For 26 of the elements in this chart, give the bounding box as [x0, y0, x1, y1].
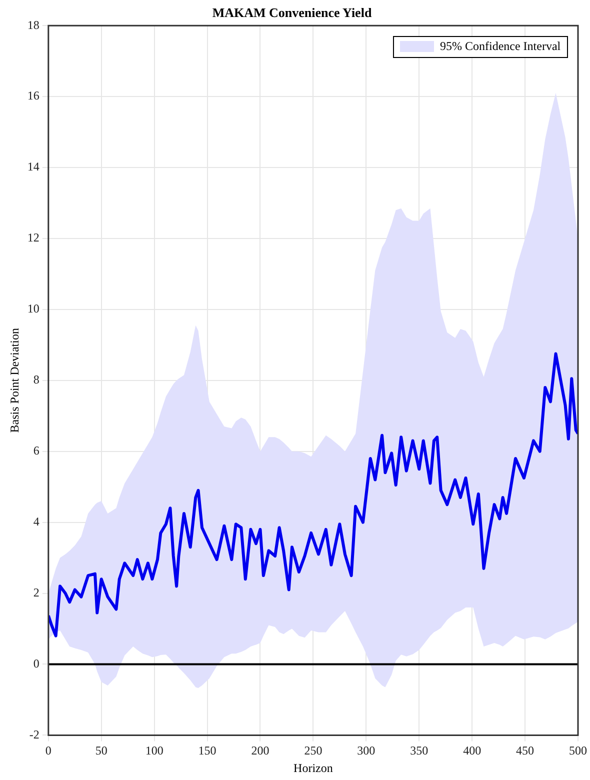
y-tick-label: 4: [33, 514, 40, 528]
y-tick-label: -2: [29, 727, 40, 742]
y-tick-label: 16: [27, 88, 40, 103]
y-axis-title: Basis Point Deviation: [7, 328, 22, 433]
x-tick-label: 250: [304, 744, 322, 758]
y-tick-label: 8: [33, 372, 40, 387]
x-tick-label: 450: [516, 744, 534, 758]
x-tick-label: 350: [410, 744, 428, 758]
x-tick-label: 50: [95, 744, 108, 758]
x-tick-label: 100: [145, 744, 164, 758]
x-tick-label: 150: [198, 744, 216, 758]
x-tick-label: 200: [251, 744, 270, 758]
y-tick-label: 14: [27, 160, 40, 174]
y-tick-label: 12: [27, 230, 40, 245]
y-tick-label: 0: [33, 656, 40, 670]
y-tick-label: 10: [27, 302, 40, 316]
legend-box: 95% Confidence Interval: [393, 36, 568, 58]
x-tick-label: 500: [569, 744, 587, 758]
x-axis-title: Horizon: [294, 760, 333, 775]
x-tick-label: 300: [357, 744, 376, 758]
x-tick-label: 0: [45, 744, 52, 758]
y-tick-label: 18: [27, 18, 40, 32]
y-tick-label: 2: [33, 585, 40, 600]
x-tick-label: 400: [463, 744, 482, 758]
chart-title: MAKAM Convenience Yield: [212, 5, 372, 20]
y-tick-label: 6: [33, 444, 40, 458]
